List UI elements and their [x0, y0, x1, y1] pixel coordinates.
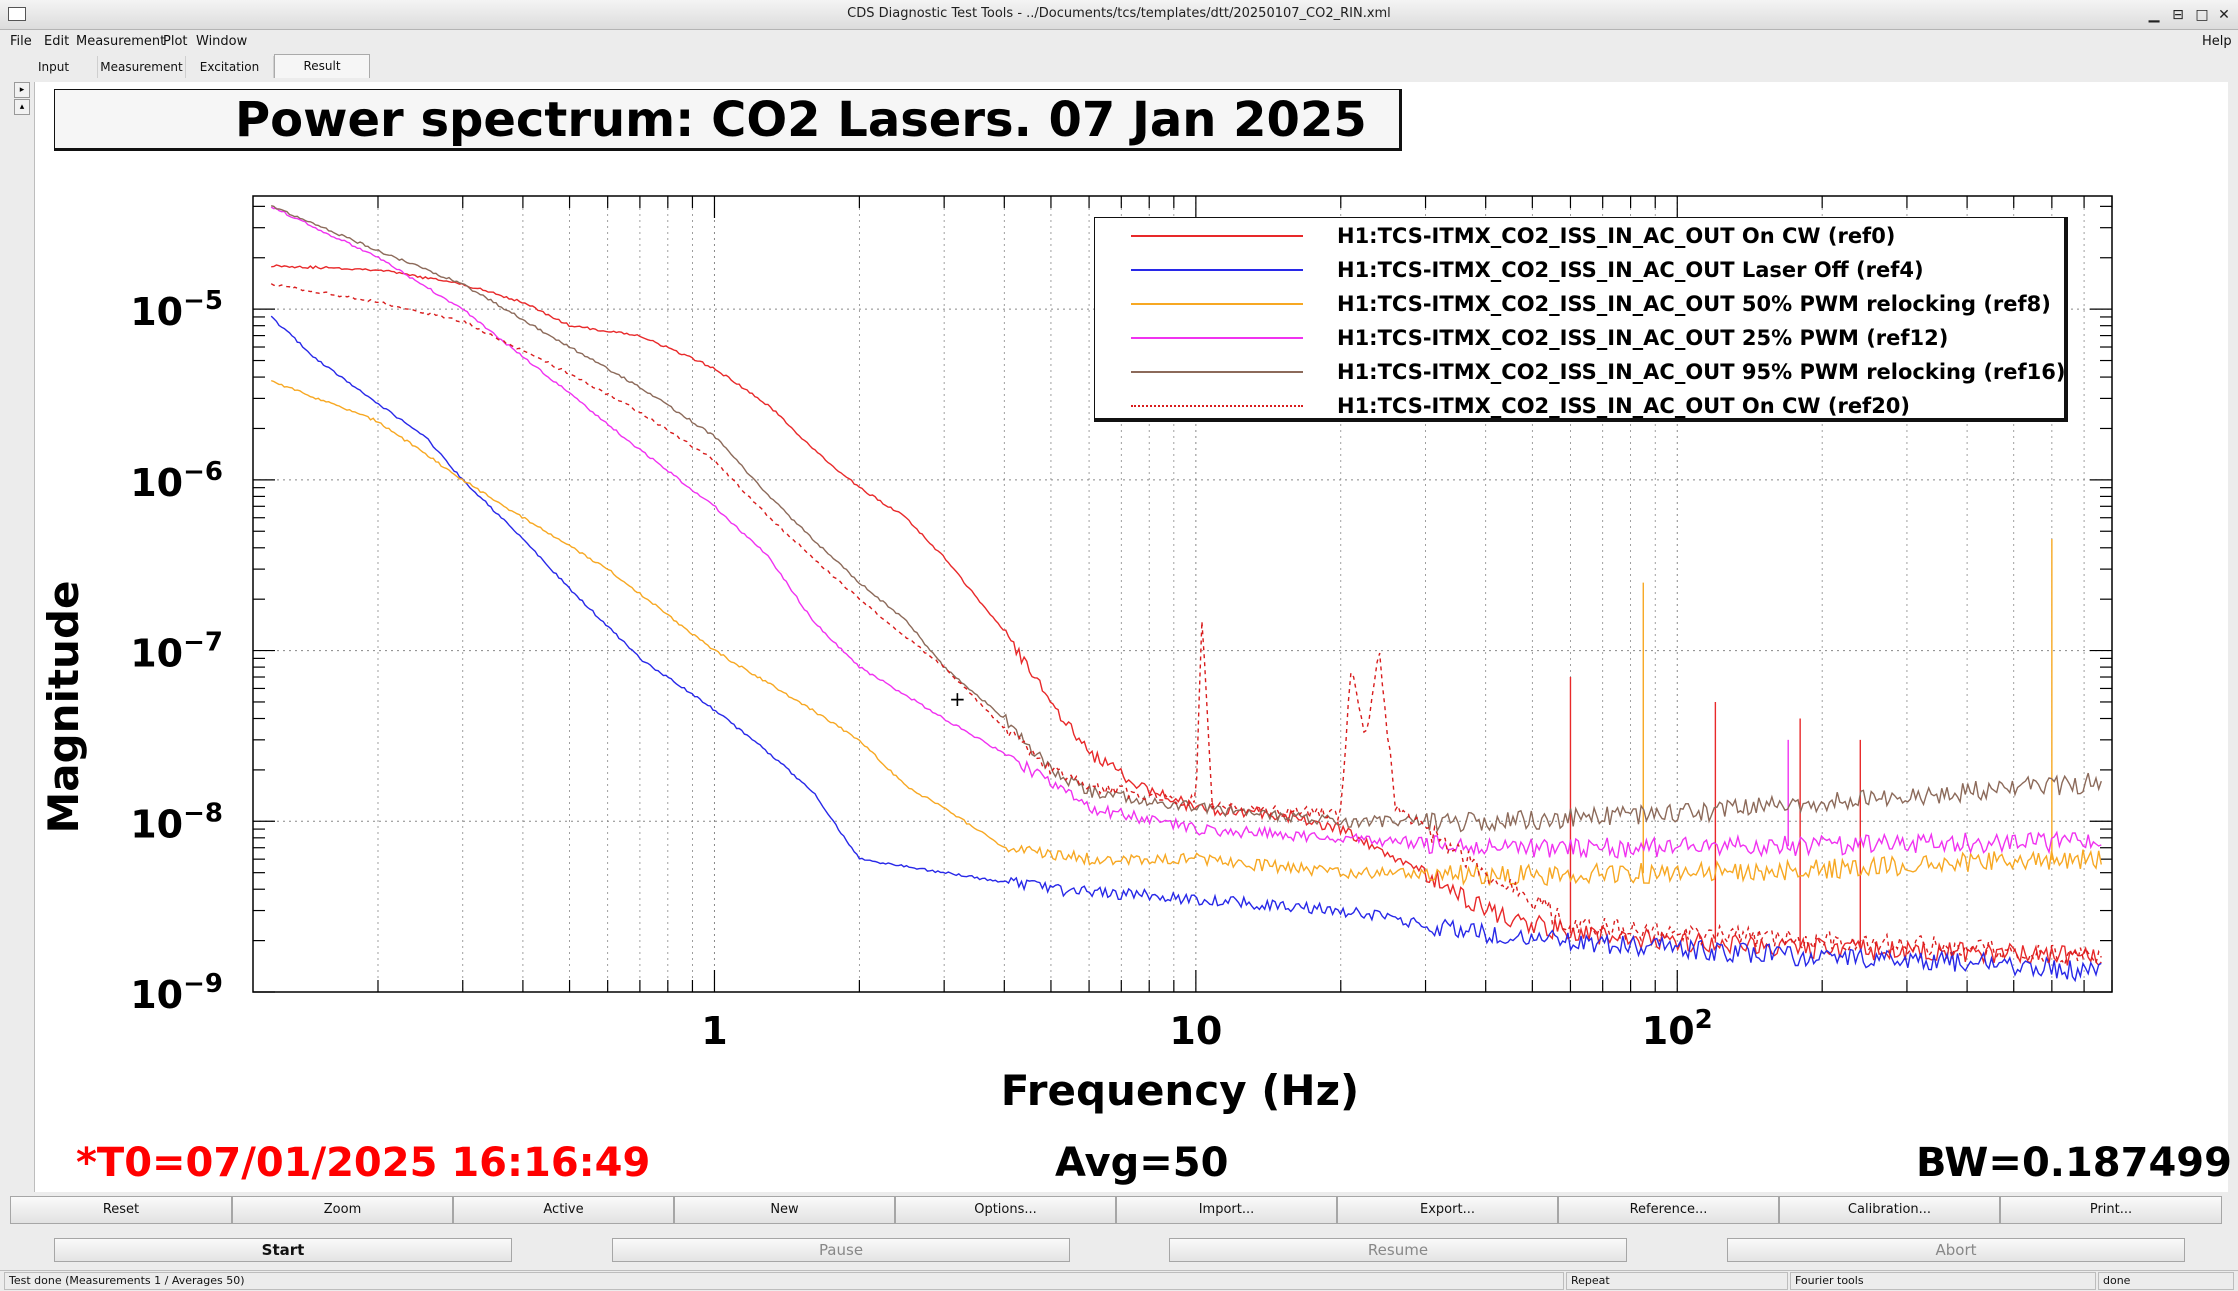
abort-button[interactable]: Abort [1727, 1238, 2185, 1262]
shade-icon[interactable]: ⊟ [2172, 7, 2184, 23]
new-button[interactable]: New [674, 1196, 895, 1224]
menu-measurement[interactable]: Measurement [76, 34, 166, 49]
y-axis-label: Magnitude [39, 580, 88, 834]
menu-window[interactable]: Window [196, 34, 248, 49]
import-button[interactable]: Import... [1116, 1196, 1337, 1224]
averages-label: Avg=50 [1055, 1140, 1229, 1186]
legend-swatch [1131, 303, 1303, 305]
pause-button[interactable]: Pause [612, 1238, 1070, 1262]
minimize-icon[interactable]: ▁ [2148, 7, 2160, 23]
status-message: Test done (Measurements 1 / Averages 50) [4, 1272, 1564, 1290]
legend-swatch [1131, 269, 1303, 271]
plot-frame [252, 195, 2113, 993]
plot-toolbar: Reset Zoom Active New Options... Import.… [10, 1196, 2224, 1226]
plot-title-box: Power spectrum: CO2 Lasers. 07 Jan 2025 [54, 89, 1402, 151]
menu-plot[interactable]: Plot [163, 34, 188, 49]
close-icon[interactable]: ✕ [2218, 7, 2230, 23]
legend-label: H1:TCS-ITMX_CO2_ISS_IN_AC_OUT 50% PWM re… [1337, 292, 2051, 316]
window-menu-icon[interactable] [8, 7, 26, 21]
export-button[interactable]: Export... [1337, 1196, 1558, 1224]
y-tick-label: 10−7 [130, 628, 223, 676]
legend-swatch [1131, 371, 1303, 373]
arrow-right-icon[interactable]: ▸ [14, 82, 30, 98]
bandwidth-label: BW=0.187499 [1916, 1140, 2232, 1186]
legend[interactable]: H1:TCS-ITMX_CO2_ISS_IN_AC_OUT On CW (ref… [1094, 217, 2068, 422]
tab-bar: Input Measurement Excitation Result [10, 54, 370, 78]
series-line [271, 205, 2102, 833]
y-tick-label: 10−8 [130, 798, 223, 846]
menu-file[interactable]: File [10, 34, 32, 49]
active-button[interactable]: Active [453, 1196, 674, 1224]
menu-bar: File Edit Measurement Plot Window Help [0, 30, 2238, 52]
series-line [270, 206, 2102, 859]
series-line [271, 264, 2102, 967]
tab-excitation[interactable]: Excitation [186, 56, 274, 78]
crosshair-cursor-icon: + [949, 687, 966, 711]
legend-entry: H1:TCS-ITMX_CO2_ISS_IN_AC_OUT 25% PWM (r… [1095, 324, 2065, 358]
menu-help[interactable]: Help [2202, 34, 2232, 49]
tab-input[interactable]: Input [10, 56, 98, 78]
legend-swatch [1131, 337, 1303, 339]
reset-button[interactable]: Reset [10, 1196, 232, 1224]
legend-label: H1:TCS-ITMX_CO2_ISS_IN_AC_OUT On CW (ref… [1337, 394, 1911, 418]
status-mode: Repeat [1566, 1272, 1788, 1290]
legend-swatch [1131, 235, 1303, 237]
series-line [270, 379, 2102, 886]
status-bar: Test done (Measurements 1 / Averages 50)… [0, 1270, 2238, 1291]
legend-label: H1:TCS-ITMX_CO2_ISS_IN_AC_OUT On CW (ref… [1337, 224, 1896, 248]
options-button[interactable]: Options... [895, 1196, 1116, 1224]
maximize-icon[interactable]: □ [2195, 7, 2209, 23]
zoom-button[interactable]: Zoom [232, 1196, 453, 1224]
legend-entry: H1:TCS-ITMX_CO2_ISS_IN_AC_OUT On CW (ref… [1095, 392, 2065, 426]
window-title: CDS Diagnostic Test Tools - ../Documents… [847, 6, 1391, 21]
legend-swatch [1131, 405, 1303, 407]
menu-edit[interactable]: Edit [44, 34, 70, 49]
calibration-button[interactable]: Calibration... [1779, 1196, 2000, 1224]
start-time-label: *T0=07/01/2025 16:16:49 [76, 1140, 651, 1186]
tab-result[interactable]: Result [274, 54, 370, 78]
resume-button[interactable]: Resume [1169, 1238, 1627, 1262]
legend-label: H1:TCS-ITMX_CO2_ISS_IN_AC_OUT Laser Off … [1337, 258, 1924, 282]
title-bar: CDS Diagnostic Test Tools - ../Documents… [0, 0, 2238, 30]
legend-entry: H1:TCS-ITMX_CO2_ISS_IN_AC_OUT On CW (ref… [1095, 222, 2065, 256]
reference-button[interactable]: Reference... [1558, 1196, 1779, 1224]
legend-entry: H1:TCS-ITMX_CO2_ISS_IN_AC_OUT 95% PWM re… [1095, 358, 2066, 392]
y-tick-label: 10−9 [130, 969, 223, 1017]
status-state: done [2098, 1272, 2234, 1290]
legend-label: H1:TCS-ITMX_CO2_ISS_IN_AC_OUT 95% PWM re… [1337, 360, 2066, 384]
status-tool: Fourier tools [1790, 1272, 2096, 1290]
arrow-up-icon[interactable]: ▴ [14, 99, 30, 115]
series-line [270, 315, 2102, 983]
legend-entry: H1:TCS-ITMX_CO2_ISS_IN_AC_OUT 50% PWM re… [1095, 290, 2065, 324]
x-tick-label: 1 [701, 1009, 727, 1053]
x-axis-label: Frequency (Hz) [1000, 1066, 1360, 1115]
x-tick-label: 10 [1169, 1009, 1222, 1053]
y-tick-label: 10−5 [130, 286, 223, 334]
start-button[interactable]: Start [54, 1238, 512, 1262]
control-bar: Start Pause Resume Abort [0, 1238, 2238, 1266]
pad-arrows: ▸ ▴ [14, 82, 30, 116]
legend-entry: H1:TCS-ITMX_CO2_ISS_IN_AC_OUT Laser Off … [1095, 256, 2065, 290]
plot-title: Power spectrum: CO2 Lasers. 07 Jan 2025 [235, 92, 1367, 148]
legend-label: H1:TCS-ITMX_CO2_ISS_IN_AC_OUT 25% PWM (r… [1337, 326, 1949, 350]
print-button[interactable]: Print... [2000, 1196, 2222, 1224]
tab-measurement[interactable]: Measurement [98, 56, 186, 78]
x-tick-label: 102 [1642, 1005, 1713, 1053]
y-tick-label: 10−6 [130, 457, 223, 505]
